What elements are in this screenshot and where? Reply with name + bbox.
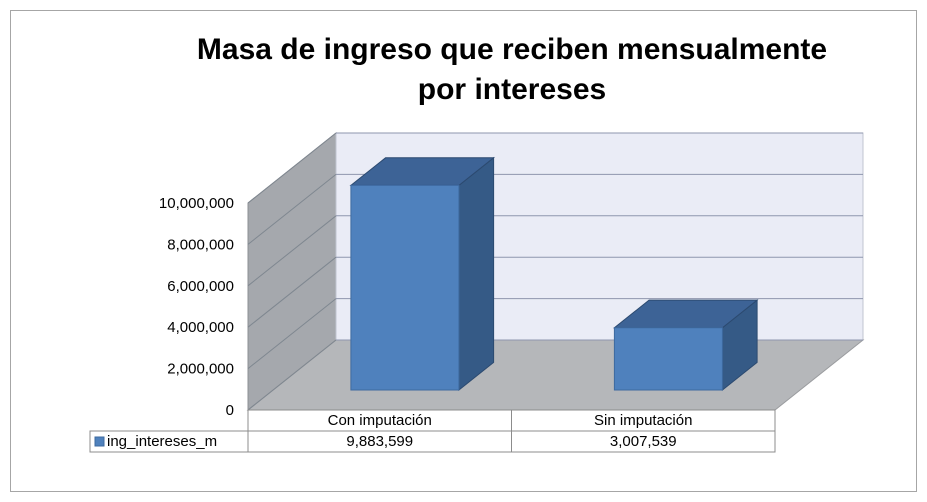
x-tick-label: Con imputación (328, 412, 432, 429)
y-tick-label: 8,000,000 (167, 236, 234, 253)
data-label: 3,007,539 (610, 433, 677, 450)
grid-line (247, 339, 337, 411)
chart-title: Masa de ingreso que reciben mensualmente… (196, 33, 828, 106)
legend-key (94, 436, 105, 447)
y-tick-label: 4,000,000 (167, 319, 234, 336)
y-tick-label: 2,000,000 (167, 361, 234, 378)
floor (246, 339, 865, 411)
table-cell (89, 430, 776, 453)
data-label: 9,883,599 (346, 433, 413, 450)
y-tick-label: 0 (226, 402, 234, 419)
grid-line (247, 174, 337, 245)
grid-line (247, 298, 337, 369)
legend-label: ing_intereses_m (107, 433, 217, 450)
bar (350, 184, 460, 391)
bar-side (458, 156, 495, 392)
bar (613, 327, 723, 391)
y-tick-label: 10,000,000 (159, 195, 234, 212)
grid-line (247, 215, 337, 287)
y-tick-label: 6,000,000 (167, 278, 234, 295)
grid-line (247, 256, 337, 328)
x-tick-label: Sin imputación (594, 412, 692, 429)
grid-line (247, 132, 337, 204)
